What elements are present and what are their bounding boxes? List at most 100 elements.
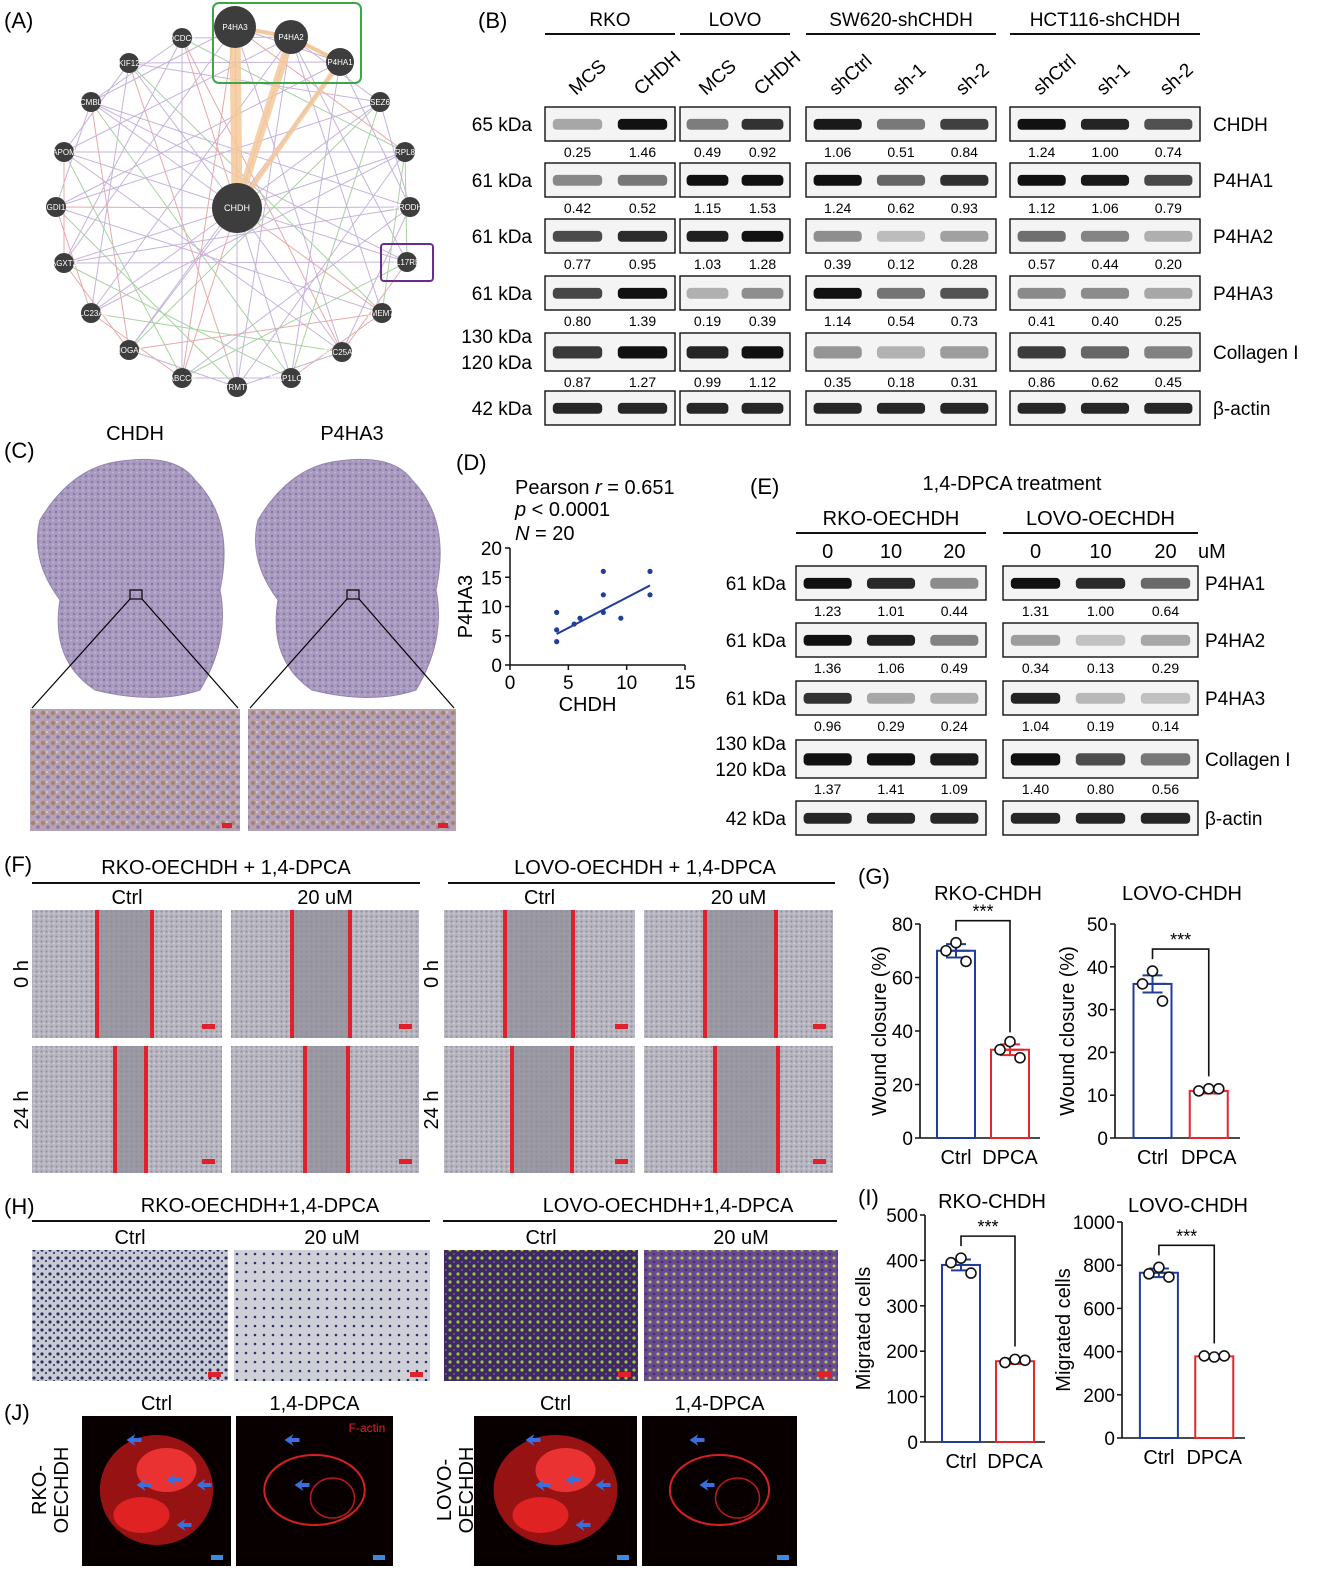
- blot-quant-value: 0.29: [877, 718, 904, 734]
- blot-protein-label: P4HA1: [1213, 171, 1273, 192]
- y-tick-label: 0: [907, 1433, 918, 1454]
- x-tick-label: 15: [674, 673, 695, 694]
- blot-quant-value: 1.12: [1028, 200, 1055, 216]
- chart-title: RKO-CHDH: [938, 1191, 1046, 1213]
- scale-bar: [373, 1555, 385, 1560]
- arrow-marker: [284, 1434, 300, 1446]
- blot-quant-value: 1.28: [749, 256, 776, 272]
- row-label: OECHDH: [456, 1447, 478, 1534]
- y-tick-label: 20: [481, 539, 502, 560]
- blot-band: [552, 230, 603, 242]
- wound-gap: [715, 1046, 778, 1173]
- y-axis-label: Wound closure (%): [869, 946, 891, 1116]
- scale-bar: [399, 1024, 412, 1029]
- blot-quant-value: 0.93: [951, 200, 978, 216]
- cell-actin: [714, 1477, 761, 1519]
- ihc-column-label: CHDH: [106, 423, 164, 445]
- blot-kda-label: 42 kDa: [472, 399, 533, 420]
- blot-kda-label: 61 kDa: [472, 227, 533, 248]
- bar: [1132, 982, 1173, 1139]
- y-tick-label: 800: [1083, 1256, 1115, 1277]
- ihc-tissue-section: [37, 458, 225, 698]
- scatter-point: [618, 615, 624, 621]
- network-edge: [290, 101, 381, 379]
- blot-kda-label: 120 kDa: [461, 353, 532, 374]
- blot-band: [1140, 812, 1191, 824]
- blot-band: [552, 118, 603, 130]
- network-node-label: SEZ6: [370, 98, 391, 107]
- blot-band: [741, 402, 784, 414]
- blot-quant-value: 0.49: [694, 144, 721, 160]
- transwell-image: [32, 1250, 228, 1381]
- blot-quant-value: 1.06: [824, 144, 851, 160]
- blot-band: [1080, 287, 1130, 299]
- stat-pearson-prefix: Pearson: [515, 477, 595, 499]
- network-node-label: TRMT1: [224, 383, 251, 392]
- stat-pearson: Pearson r = 0.651: [515, 477, 675, 499]
- ihc-zoom-marker: [346, 589, 360, 600]
- column-label: 20 uM: [297, 887, 353, 909]
- blot-band: [686, 402, 729, 414]
- blot-quant-value: 1.53: [749, 200, 776, 216]
- network-edge-center: [63, 151, 238, 209]
- network-edge: [90, 101, 292, 379]
- data-point: [1163, 1271, 1175, 1283]
- wound-edge-line: [303, 1046, 307, 1173]
- blot-quant-value: 0.39: [824, 256, 851, 272]
- column-label: Ctrl: [141, 1393, 172, 1415]
- wound-edge-line: [570, 1046, 574, 1173]
- blot-band: [930, 812, 979, 824]
- network-node: [81, 92, 101, 112]
- significance-marker: ***: [1170, 930, 1191, 950]
- blot-band: [1140, 753, 1191, 766]
- network-node: [400, 197, 420, 217]
- network-edge: [128, 101, 381, 351]
- arrow-marker: [166, 1474, 182, 1486]
- blot-quant-value: 0.44: [1091, 256, 1118, 272]
- blot-quant-value: 0.19: [694, 313, 721, 329]
- scale-bar: [202, 1159, 215, 1164]
- bar: [1138, 1271, 1179, 1440]
- fit-line: [556, 584, 651, 635]
- scale-bar: [818, 1372, 831, 1377]
- blot-band: [813, 402, 862, 414]
- blot-kda-label: 61 kDa: [472, 284, 533, 305]
- stat-p-value: < 0.0001: [526, 499, 610, 521]
- row-label: RKO-: [29, 1465, 51, 1515]
- blot-protein-label: β-actin: [1205, 809, 1262, 830]
- arrow-marker: [535, 1479, 551, 1491]
- blot-band: [866, 634, 916, 646]
- network-node-center-label: CHDH: [224, 203, 250, 213]
- x-tick-label: Ctrl: [1143, 1447, 1174, 1469]
- blot-band: [1017, 230, 1066, 242]
- scatter-point: [554, 609, 560, 615]
- data-point: [960, 955, 972, 968]
- x-tick-label: 5: [563, 673, 574, 694]
- network-edge-strong: [234, 60, 343, 210]
- blot-band: [813, 287, 862, 299]
- bar: [995, 1360, 1035, 1443]
- arrow-marker: [699, 1479, 715, 1491]
- blot-band: [1075, 577, 1126, 589]
- y-tick-label: 0: [491, 656, 502, 677]
- network-edge-strong: [229, 26, 243, 209]
- scatter-point: [600, 609, 606, 615]
- blot-band: [741, 287, 784, 299]
- wound-edge-line: [290, 910, 294, 1038]
- data-point: [1208, 1351, 1221, 1363]
- blot-band: [552, 346, 603, 359]
- network-edge-center: [181, 37, 238, 209]
- network-highlight-box-purple: [380, 243, 434, 282]
- blot-band: [930, 577, 979, 589]
- blot-lane-label: sh-2: [952, 59, 994, 99]
- blot-band: [803, 812, 852, 824]
- wound-edge-line: [703, 910, 707, 1038]
- data-point: [1198, 1350, 1211, 1362]
- network-edge-center: [236, 207, 383, 314]
- scatter-point: [571, 621, 577, 627]
- y-tick-label: 100: [886, 1388, 918, 1409]
- data-point: [994, 1043, 1006, 1056]
- y-tick-label: 15: [481, 568, 502, 589]
- blot-quant-value: 0.64: [1152, 603, 1179, 619]
